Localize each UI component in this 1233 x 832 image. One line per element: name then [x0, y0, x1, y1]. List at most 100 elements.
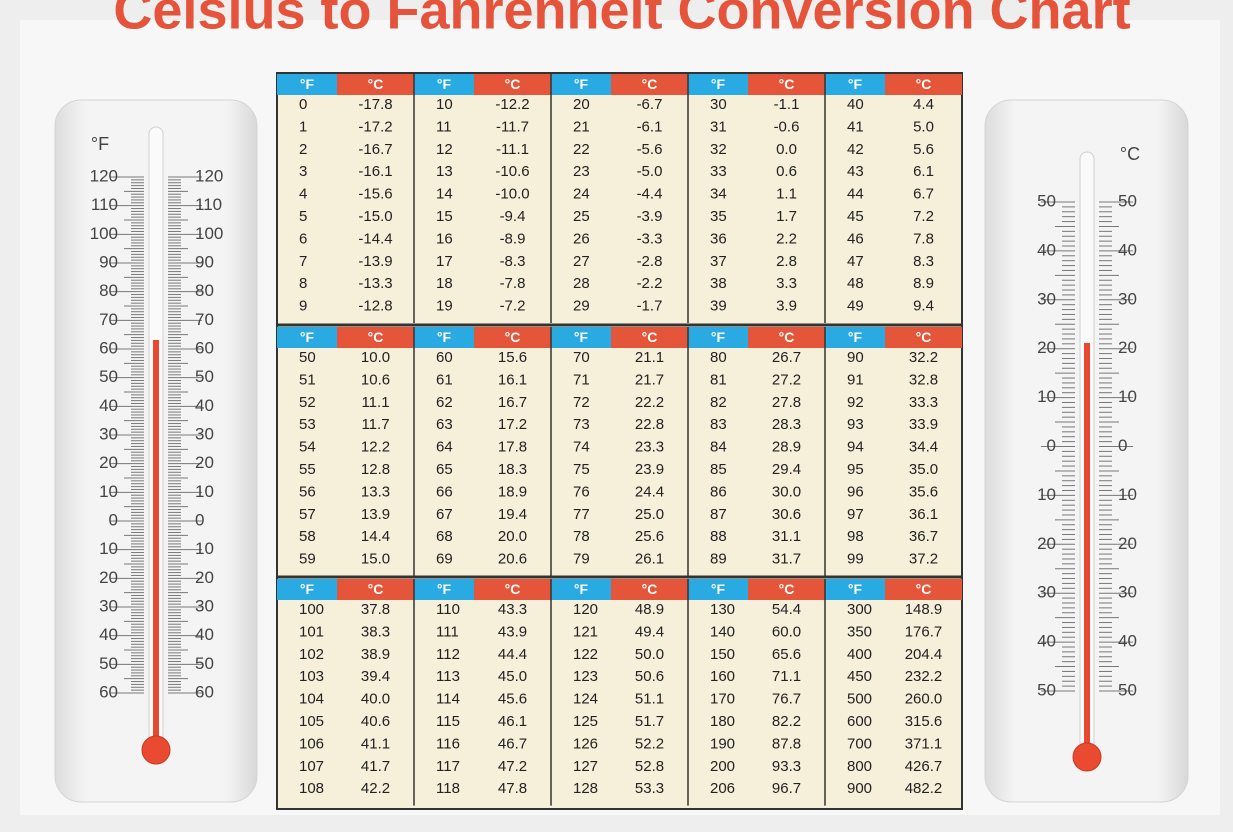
fahrenheit-cell: 128 — [573, 780, 598, 797]
header-c-label: °C — [916, 76, 932, 92]
header-c — [337, 327, 414, 348]
fahrenheit-cell: 44 — [847, 186, 864, 203]
header-f-label: °F — [848, 76, 863, 92]
fahrenheit-cell: 11 — [436, 118, 452, 135]
scale-label: 30 — [99, 596, 118, 615]
fahrenheit-cell: 80 — [710, 349, 727, 366]
celsius-cell: 4.4 — [913, 96, 934, 113]
celsius-cell: 315.6 — [905, 713, 943, 730]
celsius-cell: 35.0 — [909, 461, 938, 478]
celsius-cell: 10.0 — [361, 349, 390, 366]
scale-label: 40 — [195, 396, 214, 415]
celsius-cell: -8.3 — [500, 253, 526, 270]
fahrenheit-cell: 91 — [847, 371, 864, 388]
fahrenheit-cell: 40 — [847, 96, 864, 113]
fahrenheit-cell: 160 — [710, 668, 735, 685]
scale-label: 60 — [99, 682, 118, 701]
fahrenheit-cell: 89 — [710, 551, 727, 568]
scale-label: 60 — [195, 682, 214, 701]
fahrenheit-cell: 74 — [573, 439, 590, 456]
fahrenheit-cell: 123 — [573, 668, 598, 685]
celsius-cell: 0.0 — [776, 141, 797, 158]
celsius-cell: 232.2 — [905, 668, 943, 685]
celsius-cell: -14.4 — [358, 230, 392, 247]
fahrenheit-cell: 96 — [847, 483, 864, 500]
celsius-cell: -15.0 — [358, 208, 392, 225]
celsius-cell: 28.9 — [772, 439, 801, 456]
fahrenheit-cell: 110 — [436, 601, 460, 618]
scale-label: 30 — [195, 596, 214, 615]
celsius-cell: 22.2 — [635, 394, 664, 411]
fahrenheit-cell: 45 — [847, 208, 864, 225]
fahrenheit-cell: 98 — [847, 528, 864, 545]
fahrenheit-cell: 2 — [299, 141, 307, 158]
scale-label: 100 — [195, 224, 223, 243]
fahrenheit-cell: 73 — [573, 416, 590, 433]
fahrenheit-cell: 85 — [710, 461, 727, 478]
fahrenheit-cell: 125 — [573, 713, 598, 730]
header-f — [825, 579, 885, 600]
header-c — [611, 74, 688, 95]
header-c — [337, 579, 414, 600]
celsius-cell: 46.7 — [498, 735, 527, 752]
fahrenheit-cell: 57 — [299, 506, 316, 523]
celsius-cell: -12.2 — [495, 96, 529, 113]
celsius-cell: 44.4 — [498, 646, 527, 663]
fahrenheit-cell: 116 — [436, 735, 460, 752]
bulb — [141, 735, 171, 765]
scale-label: 110 — [195, 195, 222, 214]
fahrenheit-cell: 86 — [710, 483, 727, 500]
celsius-cell: 12.2 — [361, 439, 390, 456]
header-f-label: °F — [300, 329, 315, 345]
fahrenheit-cell: 121 — [573, 623, 598, 640]
fahrenheit-cell: 200 — [710, 758, 735, 775]
fahrenheit-cell: 117 — [436, 758, 460, 775]
celsius-cell: 41.7 — [361, 758, 390, 775]
celsius-cell: -2.8 — [637, 253, 663, 270]
header-f — [688, 74, 748, 95]
fahrenheit-cell: 1 — [299, 118, 307, 135]
celsius-cell: 13.9 — [361, 506, 390, 523]
celsius-cell: 38.9 — [361, 646, 390, 663]
fahrenheit-cell: 58 — [299, 528, 316, 545]
celsius-cell: 41.1 — [361, 735, 390, 752]
fahrenheit-cell: 48 — [847, 275, 864, 292]
fahrenheit-cell: 29 — [573, 298, 590, 315]
fahrenheit-cell: 54 — [299, 439, 316, 456]
fahrenheit-cell: 400 — [847, 646, 872, 663]
celsius-cell: 21.7 — [635, 371, 664, 388]
fahrenheit-cell: 88 — [710, 528, 727, 545]
header-c-label: °C — [368, 76, 384, 92]
header-f — [277, 74, 337, 95]
fahrenheit-cell: 113 — [436, 668, 460, 685]
celsius-cell: -4.4 — [637, 186, 663, 203]
header-c — [474, 327, 551, 348]
header-f-label: °F — [300, 581, 315, 597]
celsius-cell: 17.8 — [498, 439, 527, 456]
fahrenheit-cell: 700 — [847, 735, 872, 752]
header-c — [885, 327, 962, 348]
celsius-cell: 33.3 — [909, 394, 938, 411]
fahrenheit-cell: 150 — [710, 646, 735, 663]
scale-label: 30 — [1037, 583, 1056, 602]
fahrenheit-cell: 21 — [573, 118, 590, 135]
scale-label: 10 — [99, 482, 118, 501]
scale-label: 10 — [1037, 387, 1056, 406]
scale-label: 30 — [195, 424, 214, 443]
header-c-label: °C — [779, 76, 795, 92]
celsius-cell: 52.8 — [635, 758, 664, 775]
header-c-label: °C — [368, 581, 384, 597]
celsius-cell: 36.7 — [909, 528, 938, 545]
celsius-cell: -15.6 — [358, 186, 392, 203]
celsius-cell: -17.8 — [358, 96, 392, 113]
celsius-cell: 32.2 — [909, 349, 938, 366]
fahrenheit-cell: 18 — [436, 275, 453, 292]
fahrenheit-cell: 90 — [847, 349, 864, 366]
header-c-label: °C — [368, 329, 384, 345]
celsius-cell: 176.7 — [905, 623, 943, 640]
celsius-cell: -3.9 — [637, 208, 663, 225]
celsius-cell: 16.7 — [498, 394, 527, 411]
celsius-cell: 30.6 — [772, 506, 801, 523]
header-f — [551, 579, 611, 600]
celsius-cell: 32.8 — [909, 371, 938, 388]
